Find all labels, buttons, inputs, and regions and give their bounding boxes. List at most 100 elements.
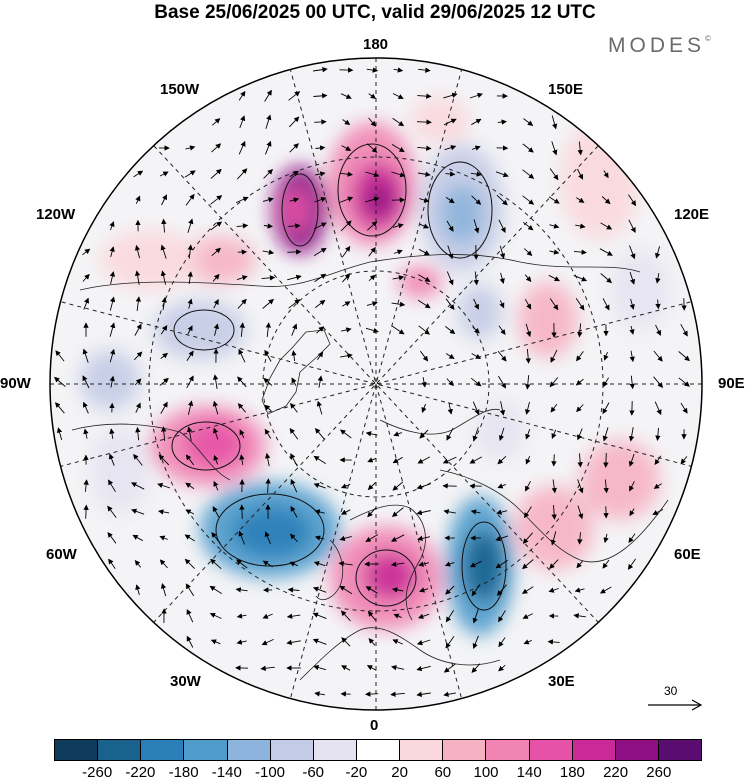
wind-vector <box>186 350 194 362</box>
wind-vector <box>603 533 609 544</box>
wind-vector <box>135 402 141 413</box>
wind-vector <box>599 586 612 594</box>
colorbar-tick-label: 60 <box>434 764 452 781</box>
wind-vector <box>548 274 560 282</box>
colorbar-bin <box>528 740 572 760</box>
reference-vector-arrow <box>648 699 703 711</box>
wind-vector <box>261 638 274 646</box>
wind-vector <box>577 505 584 520</box>
wind-vector <box>496 509 508 515</box>
wind-vector <box>160 583 167 597</box>
wind-vector <box>498 637 506 648</box>
wind-vector <box>239 504 245 519</box>
anomaly-blob <box>474 400 526 460</box>
wind-vector <box>210 639 221 645</box>
wind-vector <box>497 350 507 362</box>
wind-vector <box>495 171 509 178</box>
wind-vector <box>524 274 532 282</box>
wind-vector <box>236 559 248 569</box>
wind-vector <box>287 587 300 593</box>
wind-vector <box>497 455 507 465</box>
anomaly-blob <box>410 96 470 144</box>
wind-vector <box>236 168 248 180</box>
wind-vector <box>445 298 455 311</box>
wind-vector <box>290 402 298 413</box>
wind-vector <box>654 246 661 259</box>
copyright-mark: © <box>705 34 711 43</box>
wind-vector <box>524 506 532 519</box>
wind-vector <box>550 349 558 363</box>
wind-vector <box>185 193 195 206</box>
wind-vector <box>471 353 482 359</box>
wind-vector <box>212 506 220 518</box>
wind-vector <box>239 115 246 129</box>
wind-vector <box>291 350 297 362</box>
wind-vector <box>443 118 457 126</box>
wind-vector <box>548 196 560 204</box>
colorbar-tick-label: -260 <box>82 764 113 781</box>
wind-vector <box>525 456 531 465</box>
wind-vector <box>575 297 585 311</box>
wind-vector <box>134 378 142 386</box>
brand-text: MODES <box>608 34 706 57</box>
colorbar-bin <box>355 740 400 760</box>
wind-vector <box>287 274 302 281</box>
wind-vector <box>551 504 557 520</box>
wind-vector <box>678 377 690 387</box>
colorbar-tick-label: -220 <box>125 764 156 781</box>
wind-vector <box>499 245 506 259</box>
wind-vector <box>340 483 351 489</box>
wind-vector <box>83 297 90 310</box>
wind-vector <box>498 427 505 441</box>
wind-vector <box>161 218 167 233</box>
wind-vector <box>238 348 246 363</box>
wind-vector <box>417 456 431 464</box>
wind-vector <box>499 300 505 309</box>
wind-vector <box>314 428 325 440</box>
wind-vector <box>445 585 455 595</box>
lon-label-30e: 30E <box>548 673 575 690</box>
wind-vector <box>82 273 90 282</box>
wind-vector <box>522 195 535 205</box>
wind-vectors <box>54 66 690 698</box>
wind-vector <box>288 116 300 128</box>
wind-vector <box>287 249 302 255</box>
wind-vector <box>265 114 272 129</box>
wind-vector <box>368 117 376 127</box>
wind-vector <box>289 561 298 567</box>
wind-vector <box>521 586 534 594</box>
wind-vector <box>548 587 559 593</box>
wind-vector <box>366 221 378 231</box>
wind-vector <box>161 297 167 311</box>
wind-vector <box>313 561 326 567</box>
wind-vector <box>236 275 248 281</box>
colorbar-bin <box>442 740 486 760</box>
wind-vector <box>339 429 352 439</box>
wind-vector <box>185 145 196 151</box>
wind-vector <box>212 400 219 415</box>
wind-vector <box>289 533 298 543</box>
wind-vector <box>314 196 327 203</box>
wind-vector <box>235 196 249 204</box>
wind-vector <box>576 428 583 441</box>
wind-vector <box>286 613 301 619</box>
wind-vector <box>629 350 635 363</box>
wind-vector <box>187 271 193 284</box>
wind-vector <box>312 612 327 620</box>
wind-vector <box>391 144 405 153</box>
anomaly-blob <box>458 284 502 340</box>
wind-vector <box>498 375 507 389</box>
wind-vector <box>368 638 376 646</box>
wind-vector <box>339 196 354 203</box>
wind-vector <box>289 143 299 153</box>
wind-vector <box>524 298 532 310</box>
wind-vector <box>341 509 351 515</box>
wind-vector <box>525 480 531 492</box>
wind-vector <box>601 196 611 205</box>
colorbar-tick-label: -140 <box>211 764 242 781</box>
wind-vector <box>574 587 585 593</box>
colorbar-bin <box>399 740 443 760</box>
wind-vector <box>338 561 353 567</box>
wind-vector <box>417 613 430 619</box>
wind-vector <box>523 248 533 257</box>
